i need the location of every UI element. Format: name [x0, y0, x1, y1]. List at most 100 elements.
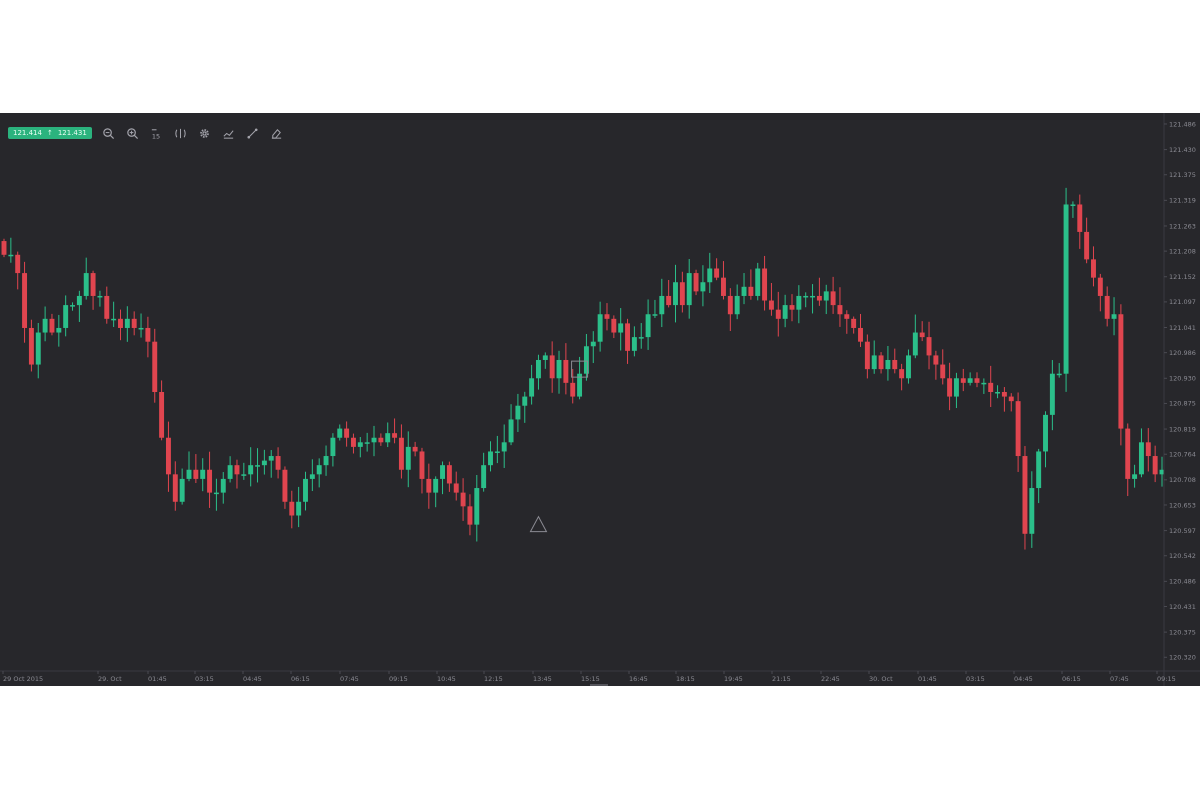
candle — [90, 270, 96, 310]
candle — [508, 404, 514, 446]
candle-body — [940, 364, 946, 379]
candle-body — [268, 456, 274, 461]
candle-body — [638, 337, 644, 339]
chart-panel[interactable]: 121.486 121.430 121.375 121.319 121.263 121.2… — [0, 113, 1200, 686]
x-tick-label: 03:15 — [195, 675, 214, 683]
draw-line-button[interactable] — [246, 126, 260, 140]
candle-body — [1097, 277, 1103, 296]
candle — [556, 350, 562, 394]
candle — [611, 315, 617, 339]
candle — [15, 251, 21, 290]
candle-body — [83, 273, 89, 296]
candle — [1138, 428, 1144, 478]
candle — [467, 494, 473, 536]
zoom-out-icon — [103, 127, 115, 139]
candle — [652, 299, 658, 318]
candle-body — [666, 295, 672, 306]
price-badge[interactable]: 121.414 ↑ 121.431 — [8, 127, 92, 139]
candle — [762, 255, 768, 311]
candle — [926, 321, 932, 370]
candle-body — [803, 295, 809, 298]
candle-body — [446, 465, 452, 484]
timeframe-icon: 15 — [152, 128, 160, 140]
candle-body — [707, 268, 713, 283]
candle-body — [392, 433, 398, 438]
y-tick-label: 120.986 — [1169, 349, 1196, 357]
y-tick-label: 120.819 — [1169, 425, 1196, 433]
candle — [1152, 445, 1158, 483]
scroll-handle — [590, 684, 608, 686]
x-tick-label: 21:15 — [772, 675, 791, 683]
candle — [803, 292, 809, 308]
candle — [810, 284, 816, 314]
candle-body — [405, 446, 411, 470]
candle — [1022, 446, 1028, 550]
candle-body — [693, 273, 699, 292]
candle-body — [611, 318, 617, 333]
candle — [1145, 428, 1151, 472]
candle — [885, 346, 891, 381]
crosshair-button[interactable] — [174, 126, 188, 140]
candle-body — [1111, 314, 1117, 319]
candle — [474, 475, 480, 542]
ask-price: 121.431 — [57, 129, 87, 137]
candle — [953, 372, 959, 409]
candle-body — [953, 378, 959, 397]
candle — [398, 424, 404, 479]
candle-body — [686, 273, 692, 306]
candle — [583, 333, 589, 381]
candle-body — [515, 405, 521, 420]
candle-body — [899, 369, 905, 379]
y-tick-label: 120.542 — [1169, 552, 1196, 560]
candle — [535, 354, 541, 390]
candle-body — [1049, 373, 1055, 415]
candle — [248, 447, 254, 487]
candle — [851, 316, 857, 334]
candle-body — [1145, 442, 1151, 457]
candle — [768, 282, 774, 316]
timeframe-button[interactable]: 15 — [150, 126, 164, 140]
candle — [549, 341, 555, 393]
candle-body — [131, 318, 137, 328]
candle — [631, 326, 637, 357]
candle-body — [193, 469, 199, 479]
candle — [440, 461, 445, 495]
candle — [70, 302, 75, 311]
y-tick-label: 121.097 — [1169, 298, 1196, 306]
candle — [56, 314, 62, 347]
candle-body — [734, 295, 740, 315]
candle-body — [1036, 451, 1042, 489]
candle — [1111, 297, 1117, 336]
candle — [947, 362, 953, 411]
candle — [1015, 392, 1021, 472]
zoom-out-button[interactable] — [102, 126, 116, 140]
candle — [755, 262, 761, 301]
candle — [378, 433, 384, 446]
candle — [453, 471, 459, 501]
candle — [844, 310, 850, 334]
candles — [1, 187, 1165, 550]
candle-body — [90, 273, 96, 296]
candle — [255, 448, 260, 483]
y-tick-label: 121.041 — [1169, 324, 1196, 332]
candle — [837, 287, 843, 327]
candle-body — [255, 465, 260, 467]
zoom-in-button[interactable] — [126, 126, 140, 140]
eraser-button[interactable] — [270, 126, 284, 140]
candle — [816, 277, 822, 306]
settings-button[interactable] — [198, 126, 212, 140]
candle — [645, 299, 651, 350]
indicators-button[interactable] — [222, 126, 236, 140]
candlestick-plot[interactable]: 121.486 121.430 121.375 121.319 121.263 121.2… — [0, 113, 1200, 686]
candle-body — [378, 437, 384, 443]
candle — [97, 290, 103, 307]
candle-body — [440, 465, 445, 479]
candle-body — [474, 488, 480, 525]
candle-body — [871, 355, 877, 370]
x-tick-label: 30. Oct — [869, 675, 893, 683]
candle-body — [63, 305, 69, 328]
x-tick-label: 16:45 — [629, 675, 648, 683]
y-tick-label: 121.319 — [1169, 197, 1196, 205]
candle — [49, 313, 55, 336]
candle-body — [104, 295, 110, 319]
